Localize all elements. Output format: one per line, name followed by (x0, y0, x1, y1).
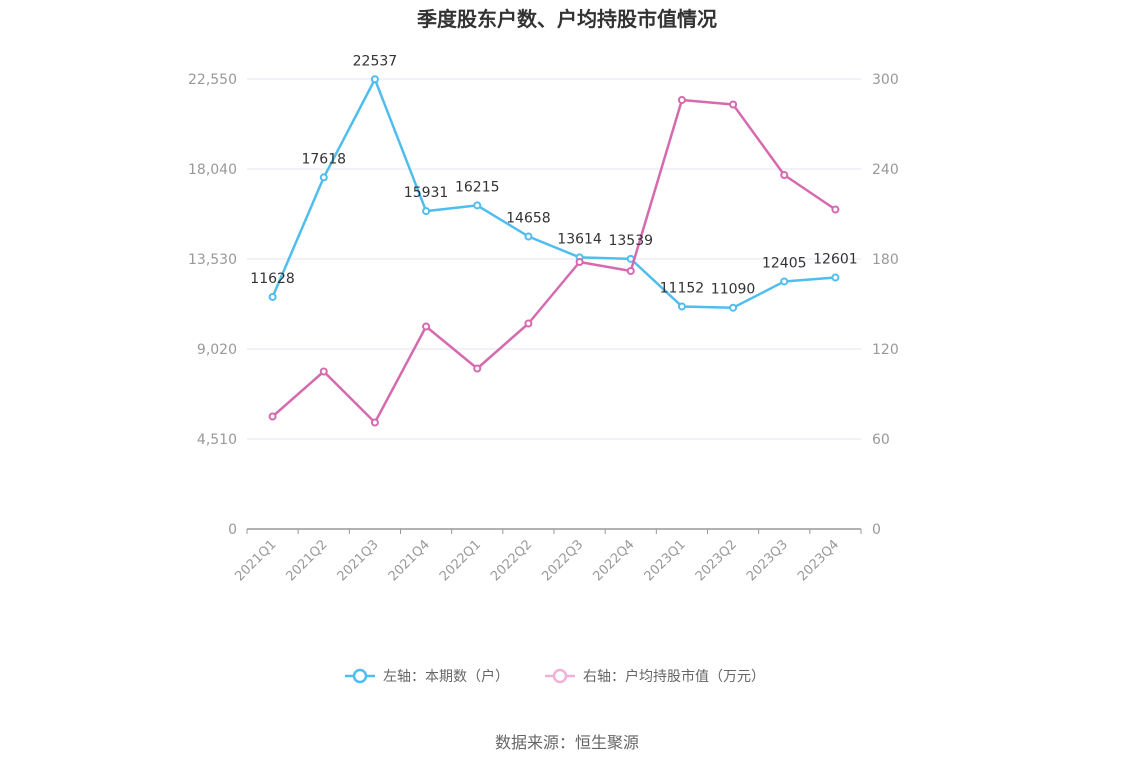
y-right-tick-label: 60 (872, 432, 890, 448)
x-tick-label: 2021Q3 (335, 537, 382, 584)
y-left-tick-label: 13,530 (188, 252, 237, 268)
data-label: 12405 (762, 255, 807, 271)
data-point (729, 100, 738, 109)
data-point (780, 171, 789, 179)
data-point (319, 367, 328, 376)
series-line (271, 78, 836, 309)
data-point (831, 205, 840, 214)
x-tick-label: 2022Q2 (488, 537, 535, 584)
data-point (626, 267, 635, 275)
data-label: 17618 (301, 151, 346, 167)
y-right-tick-label: 180 (872, 252, 899, 268)
data-point (524, 232, 533, 241)
legend-label: 左轴：本期数（户） (383, 668, 509, 685)
y-left-tick-label: 22,550 (188, 72, 237, 88)
data-point (319, 173, 328, 182)
data-point (524, 319, 533, 328)
grid-layer (247, 78, 861, 440)
data-label-layer: 11628 17618 22537 15931 16215 14658 13614 13539… (250, 53, 857, 297)
y-right-tick-label: 120 (872, 342, 899, 358)
y-right-tick-label: 0 (872, 522, 881, 538)
x-tick-label: 2023Q4 (795, 537, 842, 584)
data-point (677, 302, 686, 311)
x-tick-label: 2021Q1 (232, 537, 279, 584)
data-point (473, 364, 482, 373)
y-right-tick-label: 300 (872, 72, 899, 88)
y-left-tick-label: 9,020 (197, 342, 237, 358)
x-tick-label: 2023Q2 (693, 537, 740, 584)
data-point (677, 96, 686, 104)
legend-swatch-marker (552, 668, 568, 684)
data-point (370, 418, 379, 427)
x-tick-label: 2021Q2 (283, 537, 330, 584)
data-point (473, 201, 482, 210)
data-label: 12601 (813, 252, 858, 268)
x-tick-label: 2021Q4 (386, 537, 433, 584)
data-label: 15931 (404, 185, 449, 201)
axis-layer: 0 0 4,510 60 9,020 120 13,530 180 18,040 240 22,55… (188, 72, 899, 584)
legend-label: 右轴：户均持股市值（万元） (583, 668, 765, 685)
data-point (575, 258, 584, 266)
y-right-tick-label: 240 (872, 162, 899, 178)
data-label: 14658 (506, 210, 551, 226)
x-tick-label: 2023Q3 (744, 537, 791, 584)
legend: 左轴：本期数（户） 右轴：户均持股市值（万元） (345, 668, 765, 685)
x-tick-label: 2023Q1 (642, 537, 689, 584)
data-label: 11628 (250, 271, 295, 287)
x-tick-label: 2022Q1 (437, 537, 484, 584)
x-tick-label: 2022Q3 (539, 537, 586, 584)
data-point (422, 207, 431, 216)
source-note: 数据来源：恒生聚源 (495, 733, 639, 752)
data-label: 16215 (455, 179, 500, 195)
data-label: 13539 (608, 233, 653, 249)
series-line (271, 98, 837, 424)
data-label: 11090 (711, 282, 756, 298)
data-point (422, 322, 431, 331)
data-label: 22537 (353, 53, 398, 69)
data-point (370, 75, 379, 84)
data-point (729, 303, 738, 312)
data-point (268, 292, 277, 301)
legend-swatch-marker (352, 668, 368, 684)
data-point (268, 412, 277, 421)
data-label: 11152 (660, 280, 705, 296)
series-layer (268, 75, 840, 427)
y-left-tick-label: 4,510 (197, 432, 237, 448)
chart-title: 季度股东户数、户均持股市值情况 (416, 7, 717, 31)
data-point (831, 273, 840, 282)
data-label: 13614 (557, 231, 602, 247)
y-left-tick-label: 18,040 (188, 162, 237, 178)
data-point (780, 277, 789, 286)
y-left-tick-label: 0 (228, 522, 237, 538)
x-tick-label: 2022Q4 (590, 537, 637, 584)
